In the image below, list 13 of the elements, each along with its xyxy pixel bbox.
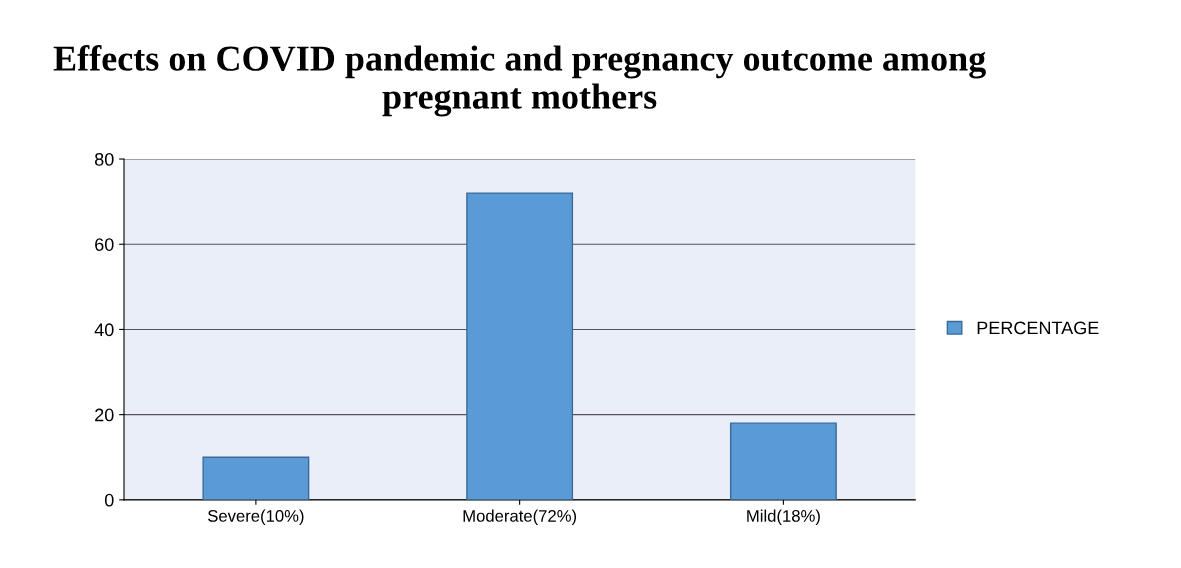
bar (729, 422, 837, 500)
y-tick-label: 20 (95, 408, 114, 422)
x-tick-label: Mild(18%) (747, 509, 820, 526)
bar (202, 456, 310, 500)
x-tick-label: Moderate(72%) (463, 509, 577, 526)
y-tick-label: 60 (95, 238, 114, 251)
x-tick-label: Severe(10%) (208, 509, 304, 526)
bar (466, 192, 574, 500)
legend-label: PERCENTAGE (977, 321, 1099, 335)
y-tick-label: 40 (94, 323, 114, 337)
y-tick-label: 0 (104, 493, 114, 507)
chart-title: Effects on COVID pandemic and pregnancy outcome among pregnant mothers (53, 45, 986, 117)
y-tick-label: 80 (94, 152, 114, 166)
